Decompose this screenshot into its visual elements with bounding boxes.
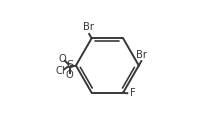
Text: Br: Br — [83, 22, 94, 32]
Text: F: F — [130, 88, 136, 98]
Text: S: S — [66, 61, 73, 70]
Text: O: O — [59, 54, 67, 64]
Text: O: O — [66, 70, 73, 80]
Text: Cl: Cl — [55, 66, 65, 76]
Text: Br: Br — [137, 50, 147, 60]
